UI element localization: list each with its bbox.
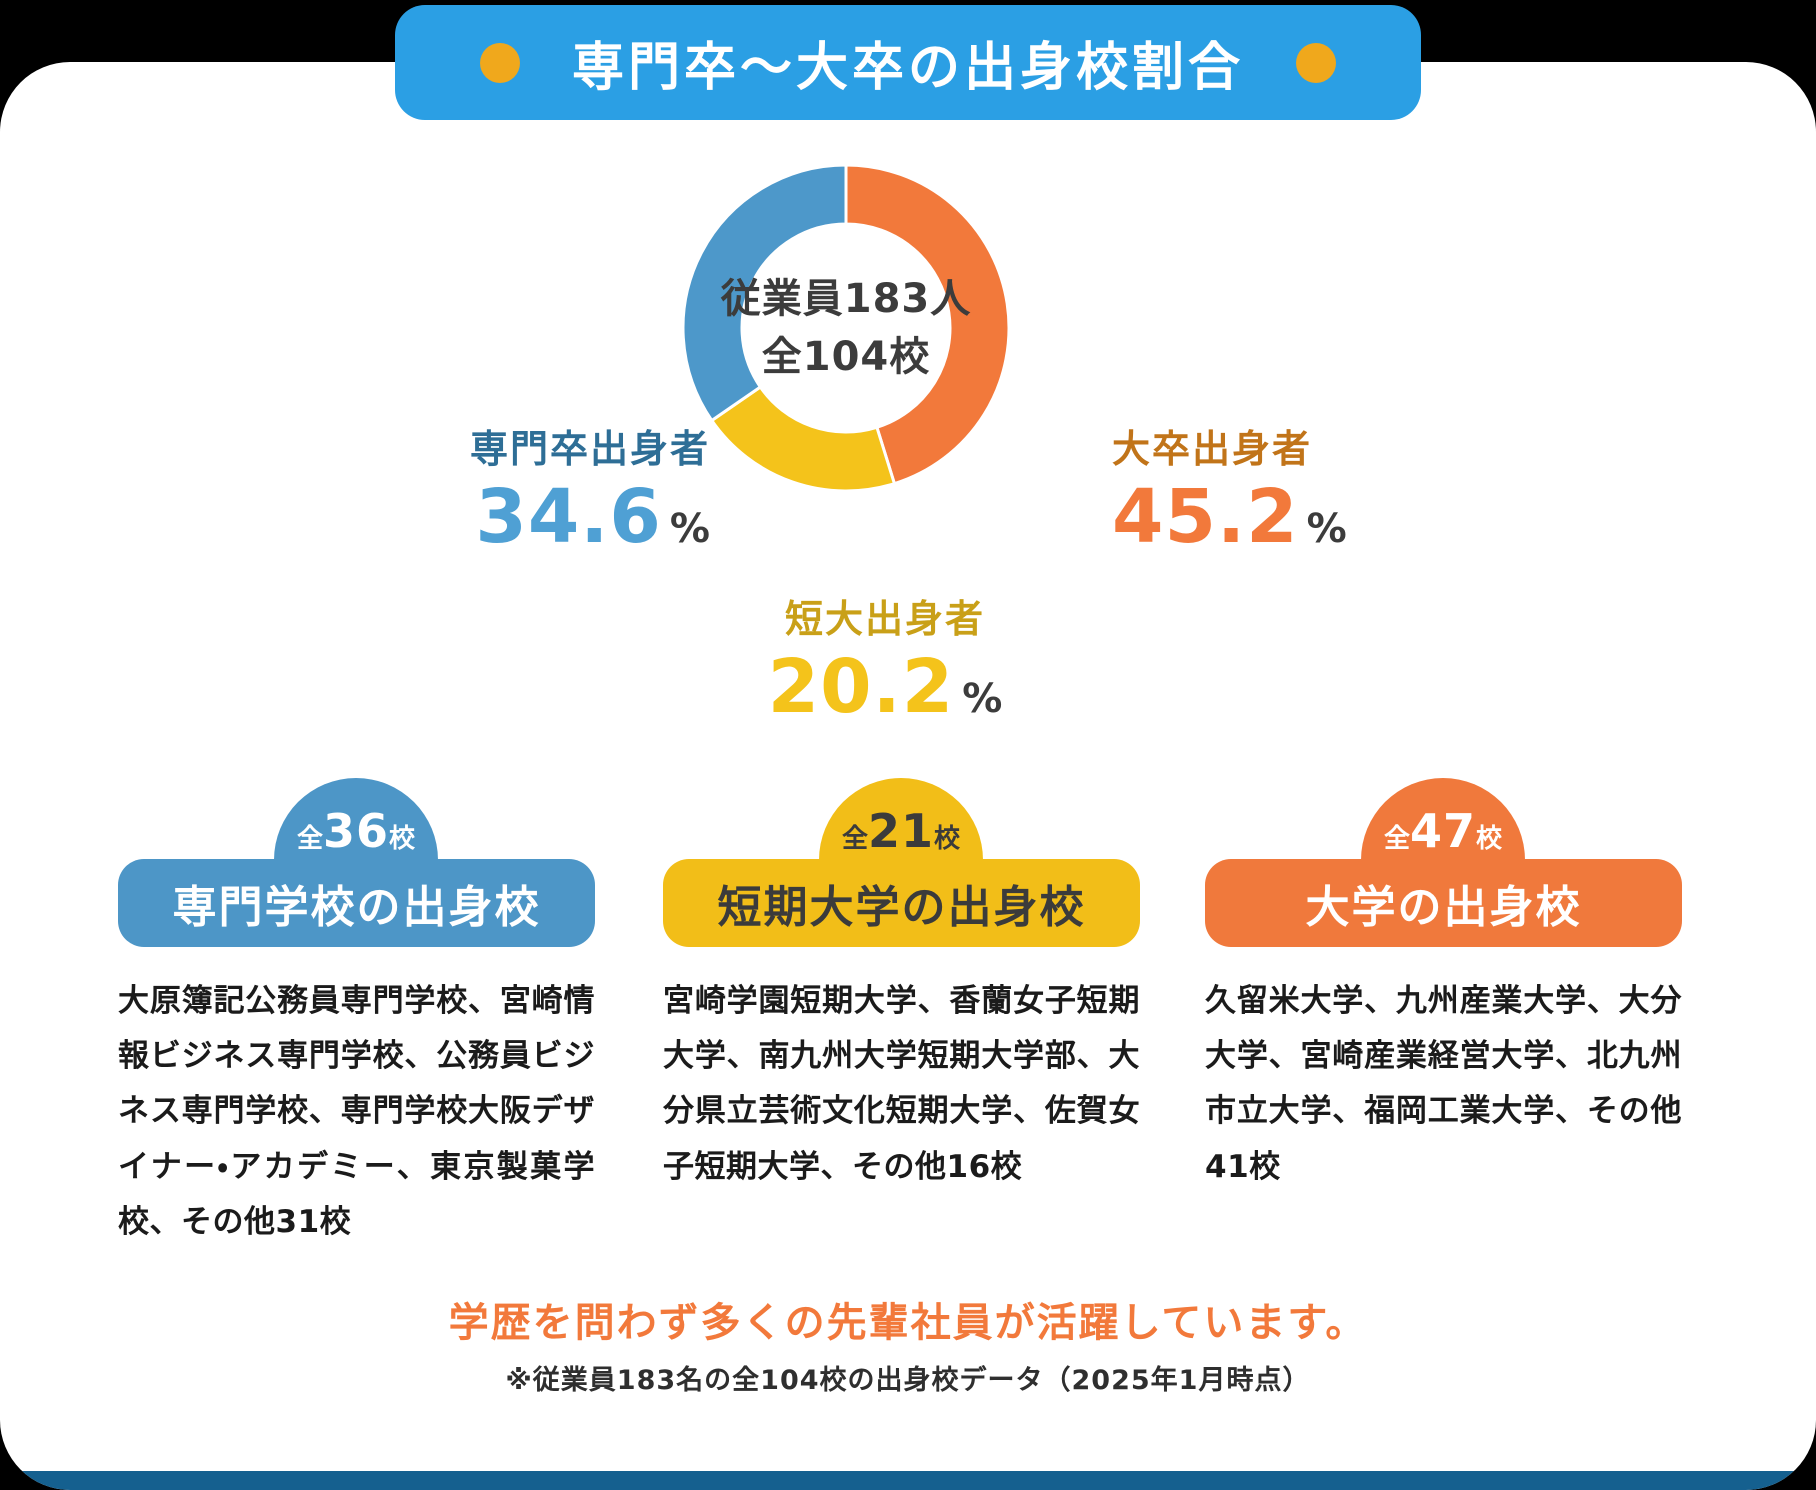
slice-name: 専門卒出身者 — [469, 427, 710, 471]
slice-label-vocational: 専門卒出身者 34.6 % — [330, 418, 710, 557]
badge-suffix: 校 — [389, 824, 416, 854]
donut-center-label: 従業員183人 全104校 — [666, 268, 1026, 388]
banner-dot-left-icon — [479, 42, 520, 83]
badge-count: 36 — [322, 804, 389, 858]
title-banner: 専門卒～大卒の出身校割合 — [395, 5, 1421, 120]
badge-count: 47 — [1409, 804, 1476, 858]
school-list: 久留米大学、九州産業大学、大分大学、宮崎産業経営大学、北九州市立大学、福岡工業大… — [1205, 983, 1682, 1185]
data-source-note: ※従業員183名の全104校の出身校データ（2025年1月時点） — [505, 1365, 1311, 1396]
badge-prefix: 全 — [296, 824, 323, 854]
percent-sign: % — [1306, 506, 1347, 552]
percent-sign: % — [669, 506, 710, 552]
card-title: 大学の出身校 — [1305, 882, 1582, 933]
slice-value: 34.6 — [475, 474, 662, 560]
school-count-badge: 全 21 校 — [842, 804, 960, 858]
badge-suffix: 校 — [1476, 824, 1503, 854]
slice-name: 大卒出身者 — [1112, 427, 1313, 471]
card-title: 専門学校の出身校 — [172, 882, 541, 933]
donut-chart — [681, 163, 1011, 493]
school-list: 宮崎学園短期大学、香蘭女子短期大学、南九州大学短期大学部、大分県立芸術文化短期大… — [663, 983, 1140, 1185]
card-header: 大学の出身校 — [1205, 859, 1682, 947]
badge-prefix: 全 — [1383, 824, 1410, 854]
card-title: 短期大学の出身校 — [717, 882, 1086, 933]
school-list: 大原簿記公務員専門学校、宮崎情報ビジネス専門学校、公務員ビジネス専門学校、専門学… — [118, 983, 595, 1240]
badge-suffix: 校 — [934, 824, 961, 854]
content-panel — [0, 62, 1816, 1490]
bottom-accent-strip — [0, 1471, 1816, 1490]
slice-label-university: 大卒出身者 45.2 % — [1112, 418, 1492, 557]
school-count-badge: 全 47 校 — [1384, 804, 1502, 858]
page-title: 専門卒～大卒の出身校割合 — [571, 38, 1244, 98]
school-count-badge: 全 36 校 — [297, 804, 415, 858]
card-header: 短期大学の出身校 — [663, 859, 1140, 947]
slice-name: 短大出身者 — [784, 597, 985, 641]
card-header: 専門学校の出身校 — [118, 859, 595, 947]
school-count: 全104校 — [761, 334, 931, 380]
badge-count: 21 — [867, 804, 934, 858]
employee-count: 従業員183人 — [720, 276, 972, 322]
slice-label-junior-college: 短大出身者 20.2 % — [695, 588, 1075, 727]
summary-message: 学歴を問わず多くの先輩社員が活躍しています。 — [448, 1300, 1368, 1346]
slice-value: 20.2 — [767, 644, 955, 730]
percent-sign: % — [962, 676, 1003, 722]
badge-prefix: 全 — [841, 824, 868, 854]
slice-value: 45.2 — [1112, 474, 1299, 560]
banner-dot-right-icon — [1296, 42, 1336, 83]
donut-slice-voc — [681, 163, 848, 422]
donut-slice-univ — [844, 163, 1011, 486]
